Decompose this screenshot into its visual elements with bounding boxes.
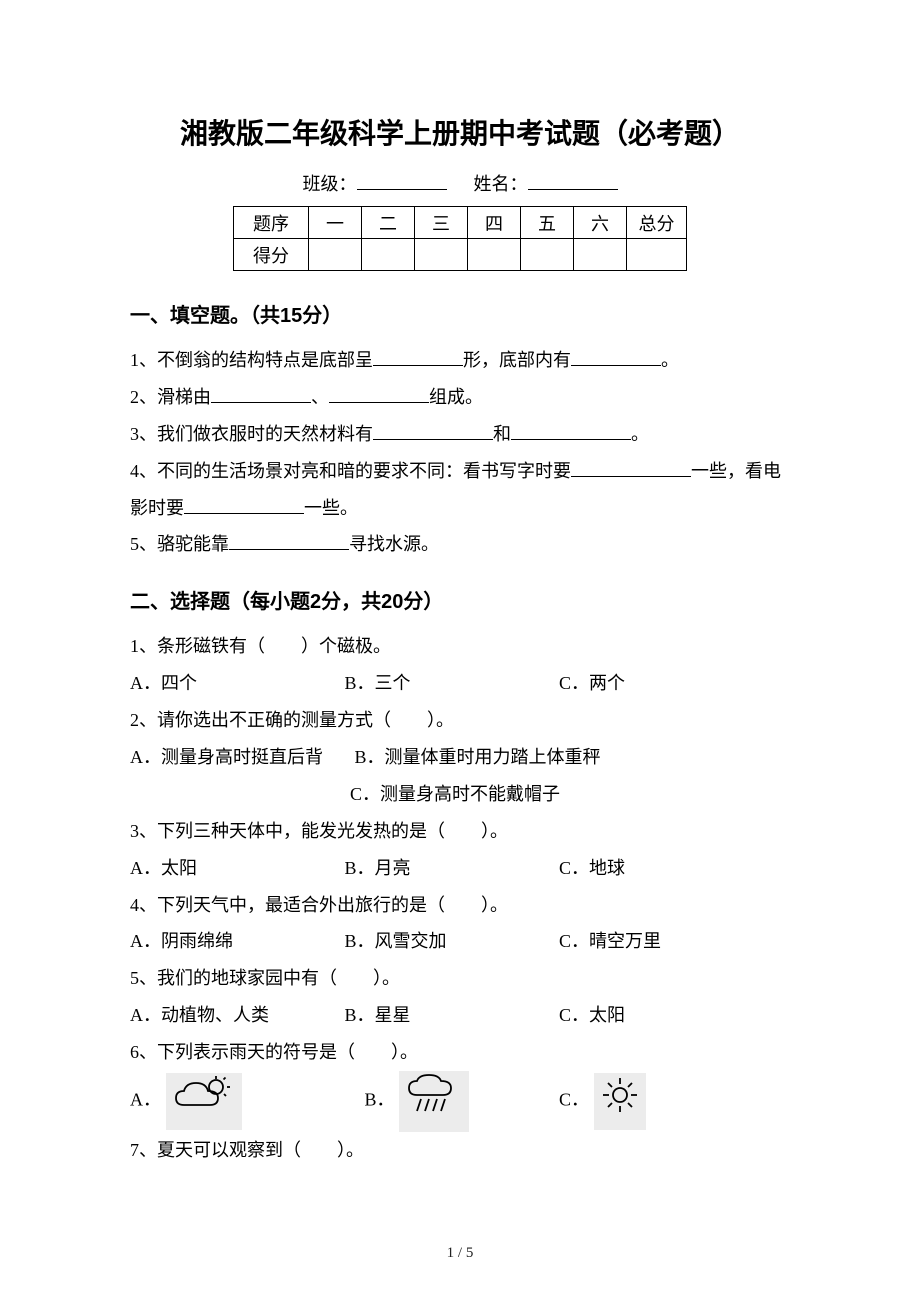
s2-q3-opts: A．太阳 B．月亮 C．地球: [130, 850, 790, 887]
s1-q5: 5、骆驼能靠 寻找水源。: [130, 526, 790, 563]
option[interactable]: C．测量身高时不能戴帽子: [350, 776, 560, 813]
score-cell[interactable]: [362, 239, 415, 271]
s1-q3: 3、我们做衣服时的天然材料有 和 。: [130, 416, 790, 453]
s2-q2: 2、请你选出不正确的测量方式（ ）。: [130, 702, 790, 739]
cell-header: 五: [521, 207, 574, 239]
page-title: 湘教版二年级科学上册期中考试题（必考题）: [130, 112, 790, 152]
text: 2、滑梯由: [130, 387, 211, 407]
s2-q6-opts: A． B．: [130, 1071, 790, 1132]
name-blank[interactable]: [528, 171, 618, 190]
option[interactable]: B．月亮: [345, 850, 555, 887]
option[interactable]: A．阴雨绵绵: [130, 923, 340, 960]
s2-q1: 1、条形磁铁有（ ）个磁极。: [130, 628, 790, 665]
fill-blank[interactable]: [571, 347, 661, 366]
text: 和: [493, 424, 511, 444]
fill-blank[interactable]: [184, 495, 304, 514]
sun-icon: [594, 1073, 646, 1130]
text: A．: [130, 1090, 161, 1110]
option[interactable]: C．地球: [559, 850, 625, 887]
option[interactable]: A．: [130, 1073, 360, 1130]
fill-blank[interactable]: [229, 531, 349, 550]
text: 5、骆驼能靠: [130, 534, 229, 554]
text: 寻找水源。: [349, 534, 439, 554]
option[interactable]: B．测量体重时用力踏上体重秤: [355, 739, 601, 776]
score-cell[interactable]: [415, 239, 468, 271]
option[interactable]: C．: [559, 1073, 646, 1130]
page: 湘教版二年级科学上册期中考试题（必考题） 班级： 姓名： 题序 一 二 三 四 …: [0, 0, 920, 1302]
s2-q2-opts-line1: A．测量身高时挺直后背 B．测量体重时用力踏上体重秤: [130, 739, 790, 776]
cell-header: 三: [415, 207, 468, 239]
score-table: 题序 一 二 三 四 五 六 总分 得分: [233, 206, 687, 271]
s2-q2-opts-line2: C．测量身高时不能戴帽子: [130, 776, 790, 813]
text: 。: [661, 350, 679, 370]
score-cell[interactable]: [521, 239, 574, 271]
cell-header: 一: [309, 207, 362, 239]
score-cell[interactable]: [627, 239, 687, 271]
option[interactable]: C．太阳: [559, 997, 625, 1034]
option[interactable]: A．四个: [130, 665, 340, 702]
table-row: 题序 一 二 三 四 五 六 总分: [234, 207, 687, 239]
fill-blank[interactable]: [571, 458, 691, 477]
s2-q4: 4、下列天气中，最适合外出旅行的是（ ）。: [130, 887, 790, 924]
option[interactable]: C．晴空万里: [559, 923, 661, 960]
option[interactable]: A．测量身高时挺直后背: [130, 739, 350, 776]
section-2-heading: 二、选择题（每小题2分，共20分）: [130, 585, 790, 614]
option[interactable]: B．星星: [345, 997, 555, 1034]
name-label: 姓名：: [474, 174, 528, 194]
s2-q5: 5、我们的地球家园中有（ ）。: [130, 960, 790, 997]
cell-header: 二: [362, 207, 415, 239]
option[interactable]: A．太阳: [130, 850, 340, 887]
text: 1、不倒翁的结构特点是底部呈: [130, 350, 373, 370]
option[interactable]: B．三个: [345, 665, 555, 702]
s2-q4-opts: A．阴雨绵绵 B．风雪交加 C．晴空万里: [130, 923, 790, 960]
option[interactable]: A．动植物、人类: [130, 997, 340, 1034]
cell-header: 六: [574, 207, 627, 239]
rain-icon: [399, 1071, 469, 1132]
score-cell[interactable]: [468, 239, 521, 271]
text: 3、我们做衣服时的天然材料有: [130, 424, 373, 444]
s2-q7: 7、夏天可以观察到（ ）。: [130, 1132, 790, 1169]
fill-blank[interactable]: [511, 421, 631, 440]
s2-q3: 3、下列三种天体中，能发光发热的是（ ）。: [130, 813, 790, 850]
text: 。: [631, 424, 649, 444]
s1-q2: 2、滑梯由 、 组成。: [130, 379, 790, 416]
text: 组成。: [429, 387, 483, 407]
text: 、: [311, 387, 329, 407]
cell-row-label: 得分: [234, 239, 309, 271]
s1-q4: 4、不同的生活场景对亮和暗的要求不同：看书写字时要一些，看电影时要一些。: [130, 453, 790, 527]
s1-q1: 1、不倒翁的结构特点是底部呈 形，底部内有 。: [130, 342, 790, 379]
text: 4、不同的生活场景对亮和暗的要求不同：看书写字时要: [130, 461, 571, 481]
fill-blank[interactable]: [329, 384, 429, 403]
student-info-line: 班级： 姓名：: [130, 170, 790, 196]
class-label: 班级：: [303, 174, 357, 194]
section-1-heading: 一、填空题。（共15分）: [130, 299, 790, 328]
cell-header: 总分: [627, 207, 687, 239]
fill-blank[interactable]: [373, 421, 493, 440]
page-number: 1 / 5: [0, 1245, 920, 1262]
s2-q6: 6、下列表示雨天的符号是（ ）。: [130, 1034, 790, 1071]
s2-q1-opts: A．四个 B．三个 C．两个: [130, 665, 790, 702]
fill-blank[interactable]: [211, 384, 311, 403]
s2-q5-opts: A．动植物、人类 B．星星 C．太阳: [130, 997, 790, 1034]
option[interactable]: C．两个: [559, 665, 625, 702]
text: 形，底部内有: [463, 350, 571, 370]
cell-header: 四: [468, 207, 521, 239]
cell-header: 题序: [234, 207, 309, 239]
partly-cloudy-icon: [166, 1073, 242, 1130]
text: 一些。: [304, 498, 358, 518]
text: C．: [559, 1090, 589, 1110]
class-blank[interactable]: [357, 171, 447, 190]
score-cell[interactable]: [309, 239, 362, 271]
option[interactable]: B．风雪交加: [345, 923, 555, 960]
option[interactable]: B．: [365, 1071, 555, 1132]
fill-blank[interactable]: [373, 347, 463, 366]
text: B．: [365, 1090, 395, 1110]
table-row: 得分: [234, 239, 687, 271]
score-cell[interactable]: [574, 239, 627, 271]
